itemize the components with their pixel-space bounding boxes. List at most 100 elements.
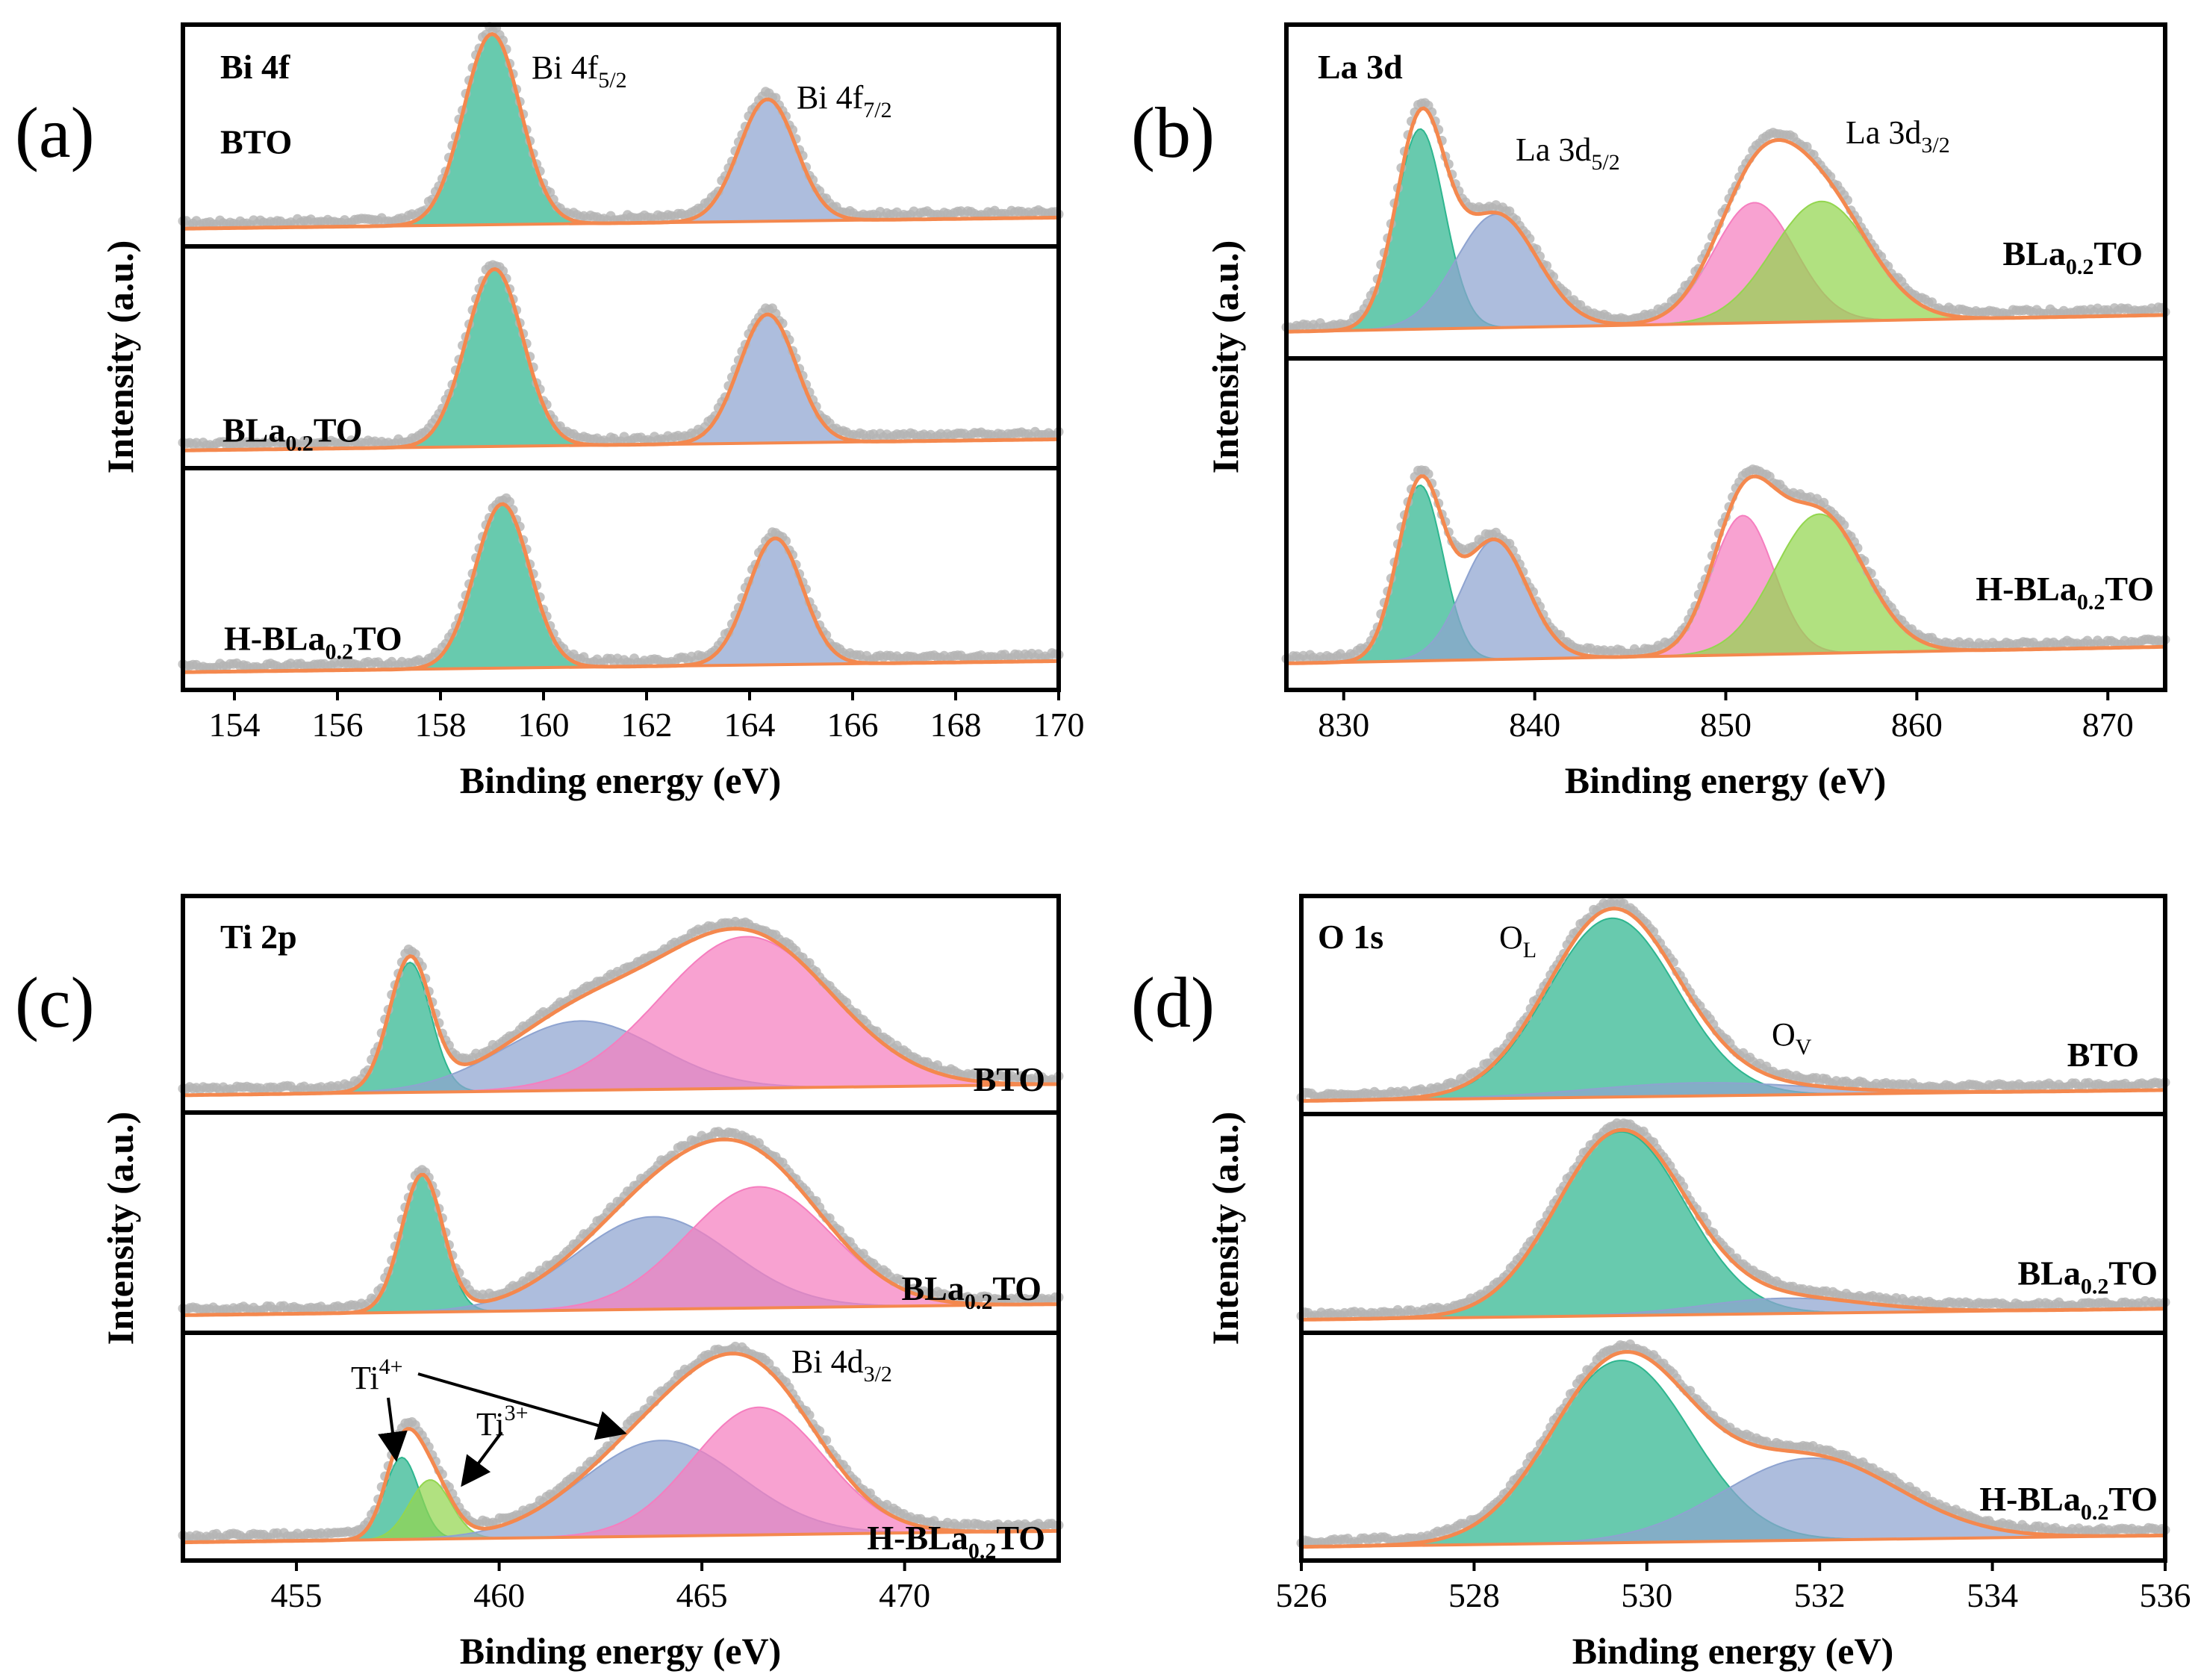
subpanel-a-3: H-BLa0.2TO — [178, 466, 1064, 692]
sample-label: BLa0.2TO — [2002, 234, 2143, 279]
envelope-fit — [1286, 474, 2165, 665]
x-tick-label: 850 — [1700, 706, 1752, 744]
x-tick-label: 455 — [271, 1576, 323, 1614]
x-tick-label: 166 — [827, 706, 879, 744]
ti-arrows — [378, 1372, 627, 1487]
sample-label: BTO — [2067, 1036, 2139, 1074]
x-tick-label: 840 — [1509, 706, 1560, 744]
x-tick-label: 870 — [2082, 706, 2134, 744]
x-tick-label: 536 — [2140, 1576, 2191, 1614]
envelope-fit — [183, 267, 1059, 452]
subpanel-a-1: BTO — [178, 22, 1064, 249]
peak-label: Ti4+ — [351, 1354, 402, 1396]
peak-label: Bi 4f7/2 — [797, 79, 892, 122]
x-axis-title: Binding energy (eV) — [460, 1630, 782, 1672]
data-points — [178, 260, 1064, 452]
data-points — [178, 22, 1064, 231]
x-tick-label: 465 — [676, 1576, 728, 1614]
envelope-fit — [1286, 106, 2166, 334]
x-tick-label: 170 — [1033, 706, 1085, 744]
envelope-fit — [1301, 1349, 2166, 1549]
subpanel-frame — [1299, 1331, 2167, 1563]
sample-label: BLa0.2TO — [2017, 1254, 2158, 1299]
x-tick-label: 532 — [1794, 1576, 1846, 1614]
envelope-fit — [1301, 906, 2165, 1103]
x-tick-label: 830 — [1318, 706, 1369, 744]
peak-label: Bi 4f5/2 — [532, 49, 627, 93]
envelope-fit — [183, 31, 1059, 231]
x-tick-label: 156 — [312, 706, 364, 744]
x-tick-label: 528 — [1448, 1576, 1500, 1614]
component-teal — [1301, 917, 2165, 1102]
subpanel-d-1: BTO — [1296, 894, 2170, 1116]
subpanel-c-1: BTO — [178, 894, 1064, 1115]
arrow — [378, 1397, 408, 1462]
core-level-label: Ti 2p — [220, 918, 297, 956]
x-tick-label: 470 — [879, 1576, 930, 1614]
panel-letter: (b) — [1131, 93, 1215, 172]
core-level-label: O 1s — [1318, 918, 1383, 956]
y-axis-title: Intensity (a.u.) — [1204, 1112, 1246, 1345]
subpanel-b-1: BLa0.2TO — [1281, 22, 2170, 361]
x-axis-title: Binding energy (eV) — [1565, 759, 1887, 801]
x-tick-label: 160 — [518, 706, 570, 744]
subpanel-a-2: BLa0.2TO — [178, 244, 1064, 470]
peak-label: OL — [1499, 919, 1537, 962]
x-tick-label: 154 — [209, 706, 261, 744]
x-tick-label: 526 — [1276, 1576, 1327, 1614]
peak-label: Ti3+ — [476, 1401, 528, 1443]
data-points — [1296, 1339, 2170, 1549]
x-axis-title: Binding energy (eV) — [460, 759, 782, 801]
sample-label: H-BLa0.2TO — [1976, 570, 2154, 615]
subpanel-c-3: H-BLa0.2TO — [178, 1331, 1064, 1564]
subpanel-c-2: BLa0.2TO — [178, 1110, 1064, 1335]
x-tick-label: 460 — [473, 1576, 525, 1614]
x-axis: 830 840 850 860 870 — [1318, 690, 2134, 744]
peak-label: La 3d3/2 — [1846, 114, 1950, 158]
x-tick-label: 860 — [1891, 706, 1943, 744]
y-axis-title: Intensity (a.u.) — [99, 240, 141, 474]
x-axis: 154 156 158 160 162 164 166 168 170 — [209, 690, 1085, 744]
envelope-fit — [183, 502, 1059, 674]
x-tick-label: 158 — [415, 706, 467, 744]
y-axis-title: Intensity (a.u.) — [1204, 240, 1246, 474]
envelope-fit — [183, 927, 1059, 1098]
sample-label: H-BLa0.2TO — [224, 620, 402, 665]
panel-letter: (c) — [15, 962, 95, 1042]
x-tick-label: 530 — [1621, 1576, 1672, 1614]
sample-label: BTO — [974, 1060, 1045, 1098]
data-points — [1296, 897, 2170, 1103]
panel-letter: (a) — [15, 93, 95, 172]
panel-d: BTO BLa0.2TO H-BLa0.2TO 526 528 530 532 534 536 B… — [1131, 894, 2191, 1672]
peak-label: Bi 4d3/2 — [791, 1343, 892, 1387]
panel-b: BLa0.2TO H-BLa0.2TO 830 840 850 860 870 Binding… — [1131, 22, 2170, 801]
peak-annotations: Bi 4f5/2 Bi 4f7/2 La 3d5/2 La 3d3/2 Ti4+ Ti3+… — [351, 49, 1950, 1443]
x-tick-label: 168 — [930, 706, 982, 744]
subpanel-frame — [181, 466, 1061, 692]
x-tick-label: 162 — [621, 706, 673, 744]
envelope-fit — [183, 1137, 1059, 1317]
sample-label: BLa0.2TO — [901, 1269, 1042, 1314]
arrow — [461, 1431, 503, 1487]
component-teal — [183, 33, 1059, 230]
x-tick-label: 534 — [1967, 1576, 2018, 1614]
x-axis-title: Binding energy (eV) — [1572, 1630, 1894, 1672]
sample-label: BTO — [220, 122, 292, 161]
x-axis: 455 460 465 470 — [271, 1561, 930, 1614]
envelope-fit — [1301, 1127, 2165, 1322]
x-tick-label: 164 — [724, 706, 776, 744]
peak-label: La 3d5/2 — [1516, 131, 1620, 175]
sample-label: H-BLa0.2TO — [867, 1519, 1045, 1564]
y-axis-title: Intensity (a.u.) — [99, 1112, 141, 1345]
peak-label: OV — [1772, 1016, 1812, 1060]
panel-letter: (d) — [1131, 962, 1215, 1042]
sample-label: H-BLa0.2TO — [1979, 1480, 2158, 1525]
subpanel-frame — [181, 1331, 1061, 1563]
background-line — [1301, 1534, 2166, 1549]
x-axis: 526 528 530 532 534 536 — [1276, 1561, 2191, 1614]
subpanel-d-2: BLa0.2TO — [1296, 1112, 2170, 1335]
subpanel-d-3: H-BLa0.2TO — [1296, 1331, 2170, 1563]
core-level-label: Bi 4f — [220, 48, 290, 86]
